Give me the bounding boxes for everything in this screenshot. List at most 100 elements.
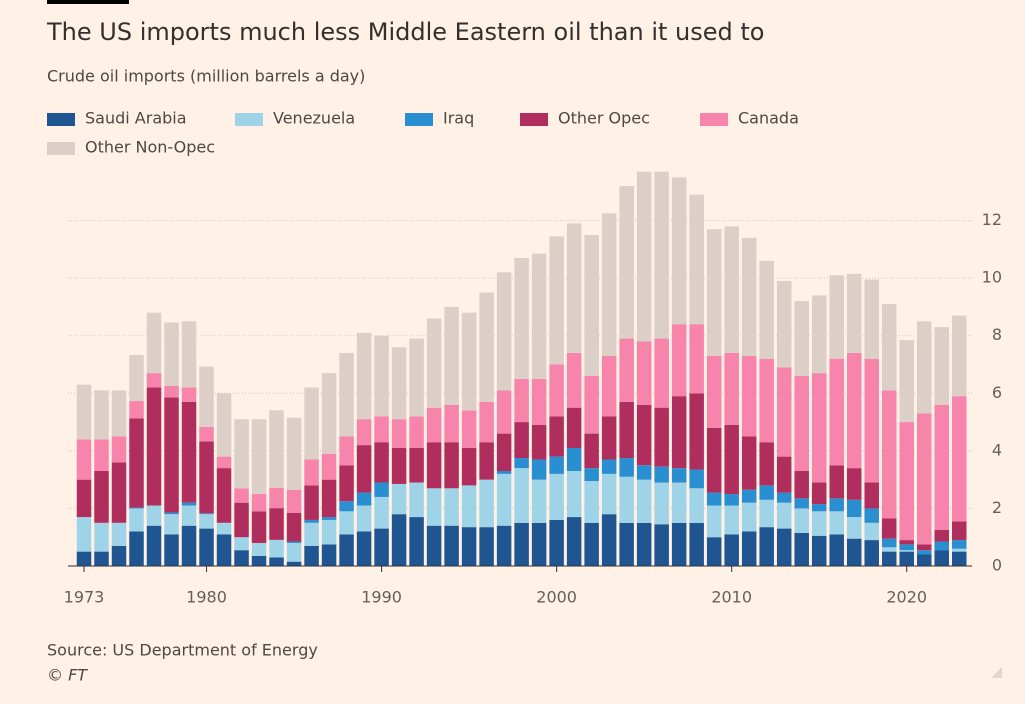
bar-segment [584, 522, 599, 566]
bar-segment [461, 410, 477, 448]
bar-segment [461, 485, 477, 528]
bar-segment [601, 355, 617, 417]
bar-segment [566, 223, 582, 353]
bar-segment [951, 521, 967, 541]
bar-segment [321, 544, 337, 566]
bar-segment [864, 358, 879, 483]
bar-segment [899, 551, 914, 566]
bar-segment [916, 554, 932, 566]
bar-segment [356, 419, 372, 446]
bar-segment [426, 442, 442, 489]
bar-segment [759, 499, 774, 528]
bar-segment [216, 468, 232, 523]
bar-segment [654, 171, 669, 339]
bar-segment [951, 548, 967, 552]
bar-segment [601, 416, 617, 460]
bar-segment [899, 540, 914, 545]
bar-segment [759, 442, 774, 486]
bar-segment [671, 177, 687, 325]
bar-segment [94, 551, 109, 566]
bar-segment [514, 378, 529, 423]
header-bar [47, 0, 129, 4]
legend-label: Iraq [443, 109, 474, 128]
bar-segment [391, 483, 407, 515]
chart-title: The US imports much less Middle Eastern … [46, 18, 764, 46]
bar-segment [374, 416, 389, 443]
bar-segment [94, 471, 109, 523]
bar-segment [654, 482, 669, 525]
bar-segment [671, 522, 687, 566]
bar-segment [671, 482, 687, 523]
bar-segment [269, 508, 284, 540]
bar-segment [829, 511, 844, 535]
bar-segment [864, 508, 879, 523]
bar-segment [286, 561, 302, 566]
x-tick-label: 2020 [886, 588, 927, 607]
bar-segment [286, 542, 302, 562]
bar-segment [76, 551, 92, 566]
bar-segment [811, 482, 827, 505]
bar-segment [619, 522, 634, 566]
bar-segment [391, 419, 407, 448]
bar-segment [864, 522, 879, 541]
bar-segment [374, 496, 389, 529]
bar-segment [584, 234, 599, 377]
bar-segment [864, 540, 879, 566]
bar-segment [181, 502, 197, 506]
bar-segment [881, 538, 897, 548]
bar-segment [496, 433, 512, 472]
bar-segment [374, 335, 389, 417]
bar-segment [741, 531, 757, 566]
bar-segment [846, 352, 862, 469]
bar-segment [531, 479, 547, 523]
bar-segment [409, 482, 424, 518]
bar-segment [916, 321, 932, 414]
bar-segment [339, 534, 354, 566]
bar-segment [829, 275, 844, 359]
x-tick-label: 1980 [186, 588, 227, 607]
bar-segment [164, 385, 179, 398]
bar-segment [619, 458, 634, 477]
bar-segment [286, 512, 302, 542]
bar-segment [829, 358, 844, 466]
bar-segment [531, 378, 547, 425]
bar-segment [461, 447, 477, 486]
bar-segment [776, 528, 792, 566]
bar-segment [846, 499, 862, 518]
bar-segment [794, 301, 809, 377]
bar-segment [636, 479, 652, 523]
bar-segment [304, 545, 319, 566]
bar-segment [916, 550, 932, 555]
bar-segment [356, 492, 372, 506]
bar-segment [934, 327, 949, 405]
bar-segment [479, 527, 494, 566]
bar-segment [811, 511, 827, 536]
bar-segment [829, 498, 844, 512]
bar-segment [111, 462, 127, 523]
bar-segment [601, 473, 617, 515]
bar-segment [216, 456, 232, 469]
bar-segment [829, 465, 844, 499]
bar-segment [164, 322, 179, 386]
bar-segment [304, 459, 319, 486]
bar-segment [636, 522, 652, 566]
bar-segment [321, 479, 337, 518]
legend-swatch [520, 113, 548, 126]
bar-segment [741, 355, 757, 437]
bar-segment [356, 445, 372, 493]
bar-segment [531, 459, 547, 480]
bar-segment [496, 272, 512, 391]
bar-segment [636, 404, 652, 466]
bar-segment [689, 522, 704, 566]
bar-segment [706, 355, 722, 428]
bar-segment [549, 519, 564, 566]
bar-segment [916, 413, 932, 545]
bar-segment [76, 384, 92, 440]
bar-segment [269, 410, 284, 488]
bar-segment [776, 367, 792, 457]
bar-segment [811, 535, 827, 566]
bar-segment [479, 292, 494, 402]
bar-segment [759, 358, 774, 443]
bar-segment [251, 419, 267, 495]
